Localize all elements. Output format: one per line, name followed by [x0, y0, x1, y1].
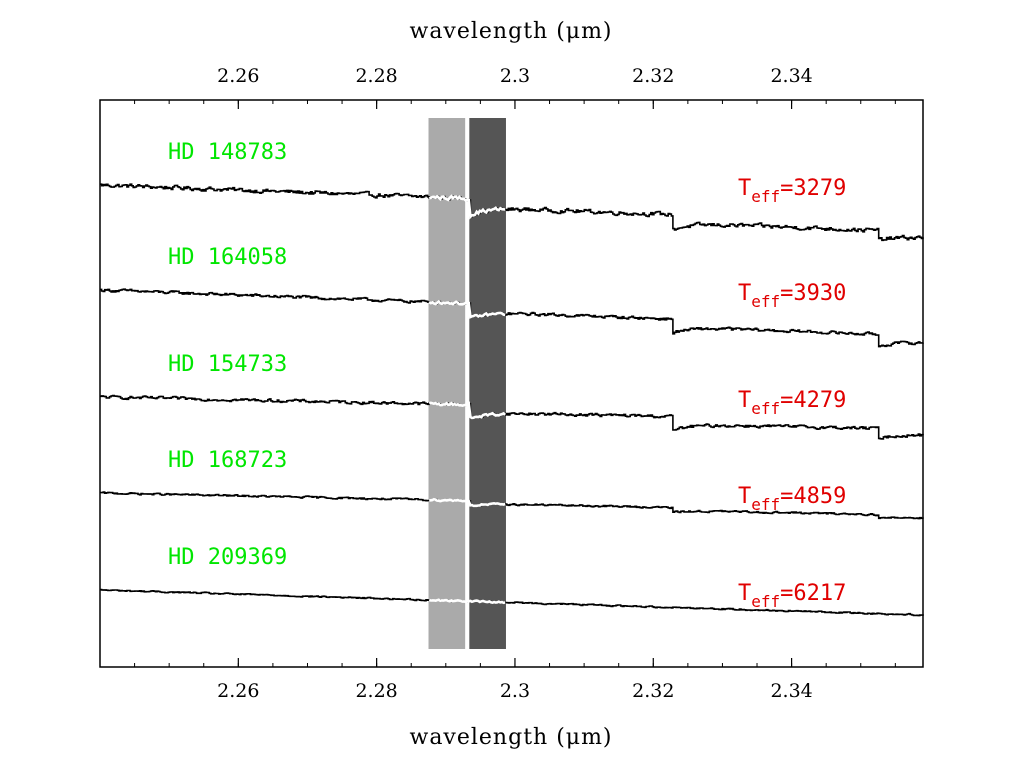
x-tick-label-bottom: 2.3 — [500, 680, 530, 702]
series-name-label: HD 154733 — [168, 352, 287, 377]
series-name-label: HD 209369 — [168, 545, 287, 570]
x-tick-label-bottom: 2.32 — [632, 680, 674, 702]
x-tick-label-bottom: 2.28 — [355, 680, 397, 702]
teff-label: Teff=6217 — [738, 581, 846, 611]
band-trace-highlight — [429, 497, 506, 508]
band-CO-bandhead — [469, 118, 506, 649]
spectrum-trace — [100, 183, 924, 242]
spectrum-trace — [100, 394, 924, 440]
axis-ticks: 2.26 2.26 2.28 2.28 2.3 2.3 2.32 2.32 2.34 2.34 — [134, 65, 896, 702]
x-axis-title-top: wavelength (μm) — [409, 19, 612, 44]
x-tick-label-bottom: 2.26 — [217, 680, 259, 702]
band-trace-highlight — [428, 401, 507, 420]
teff-label: Teff=3930 — [738, 281, 846, 311]
series-name-label: HD 148783 — [168, 140, 287, 165]
band-trace-highlight — [428, 194, 506, 220]
x-tick-label-top: 2.34 — [770, 65, 812, 87]
spectrum-trace — [100, 491, 924, 520]
band-trace-highlight — [428, 299, 506, 319]
band-continuum — [428, 118, 466, 649]
spectrum-trace — [100, 288, 924, 348]
spectra-traces — [100, 183, 924, 617]
series-labels: HD 148783 Teff=3279 HD 164058 Teff=3930 HD 1… — [168, 140, 846, 611]
x-axis-title-bottom: wavelength (μm) — [409, 725, 612, 750]
plot-frame — [99, 99, 924, 668]
series-name-label: HD 168723 — [168, 448, 287, 473]
x-tick-label-top: 2.28 — [355, 65, 397, 87]
teff-label: Teff=3279 — [738, 176, 846, 206]
x-tick-label-top: 2.26 — [217, 65, 259, 87]
wavelength-bands — [428, 118, 506, 649]
x-tick-label-top: 2.3 — [500, 65, 530, 87]
x-tick-label-top: 2.32 — [632, 65, 674, 87]
teff-label: Teff=4279 — [738, 388, 846, 418]
x-tick-label-bottom: 2.34 — [770, 680, 812, 702]
band-trace-highlight — [428, 598, 506, 605]
teff-label: Teff=4859 — [738, 484, 846, 514]
series-name-label: HD 164058 — [168, 245, 287, 270]
spectrum-trace — [100, 588, 924, 617]
